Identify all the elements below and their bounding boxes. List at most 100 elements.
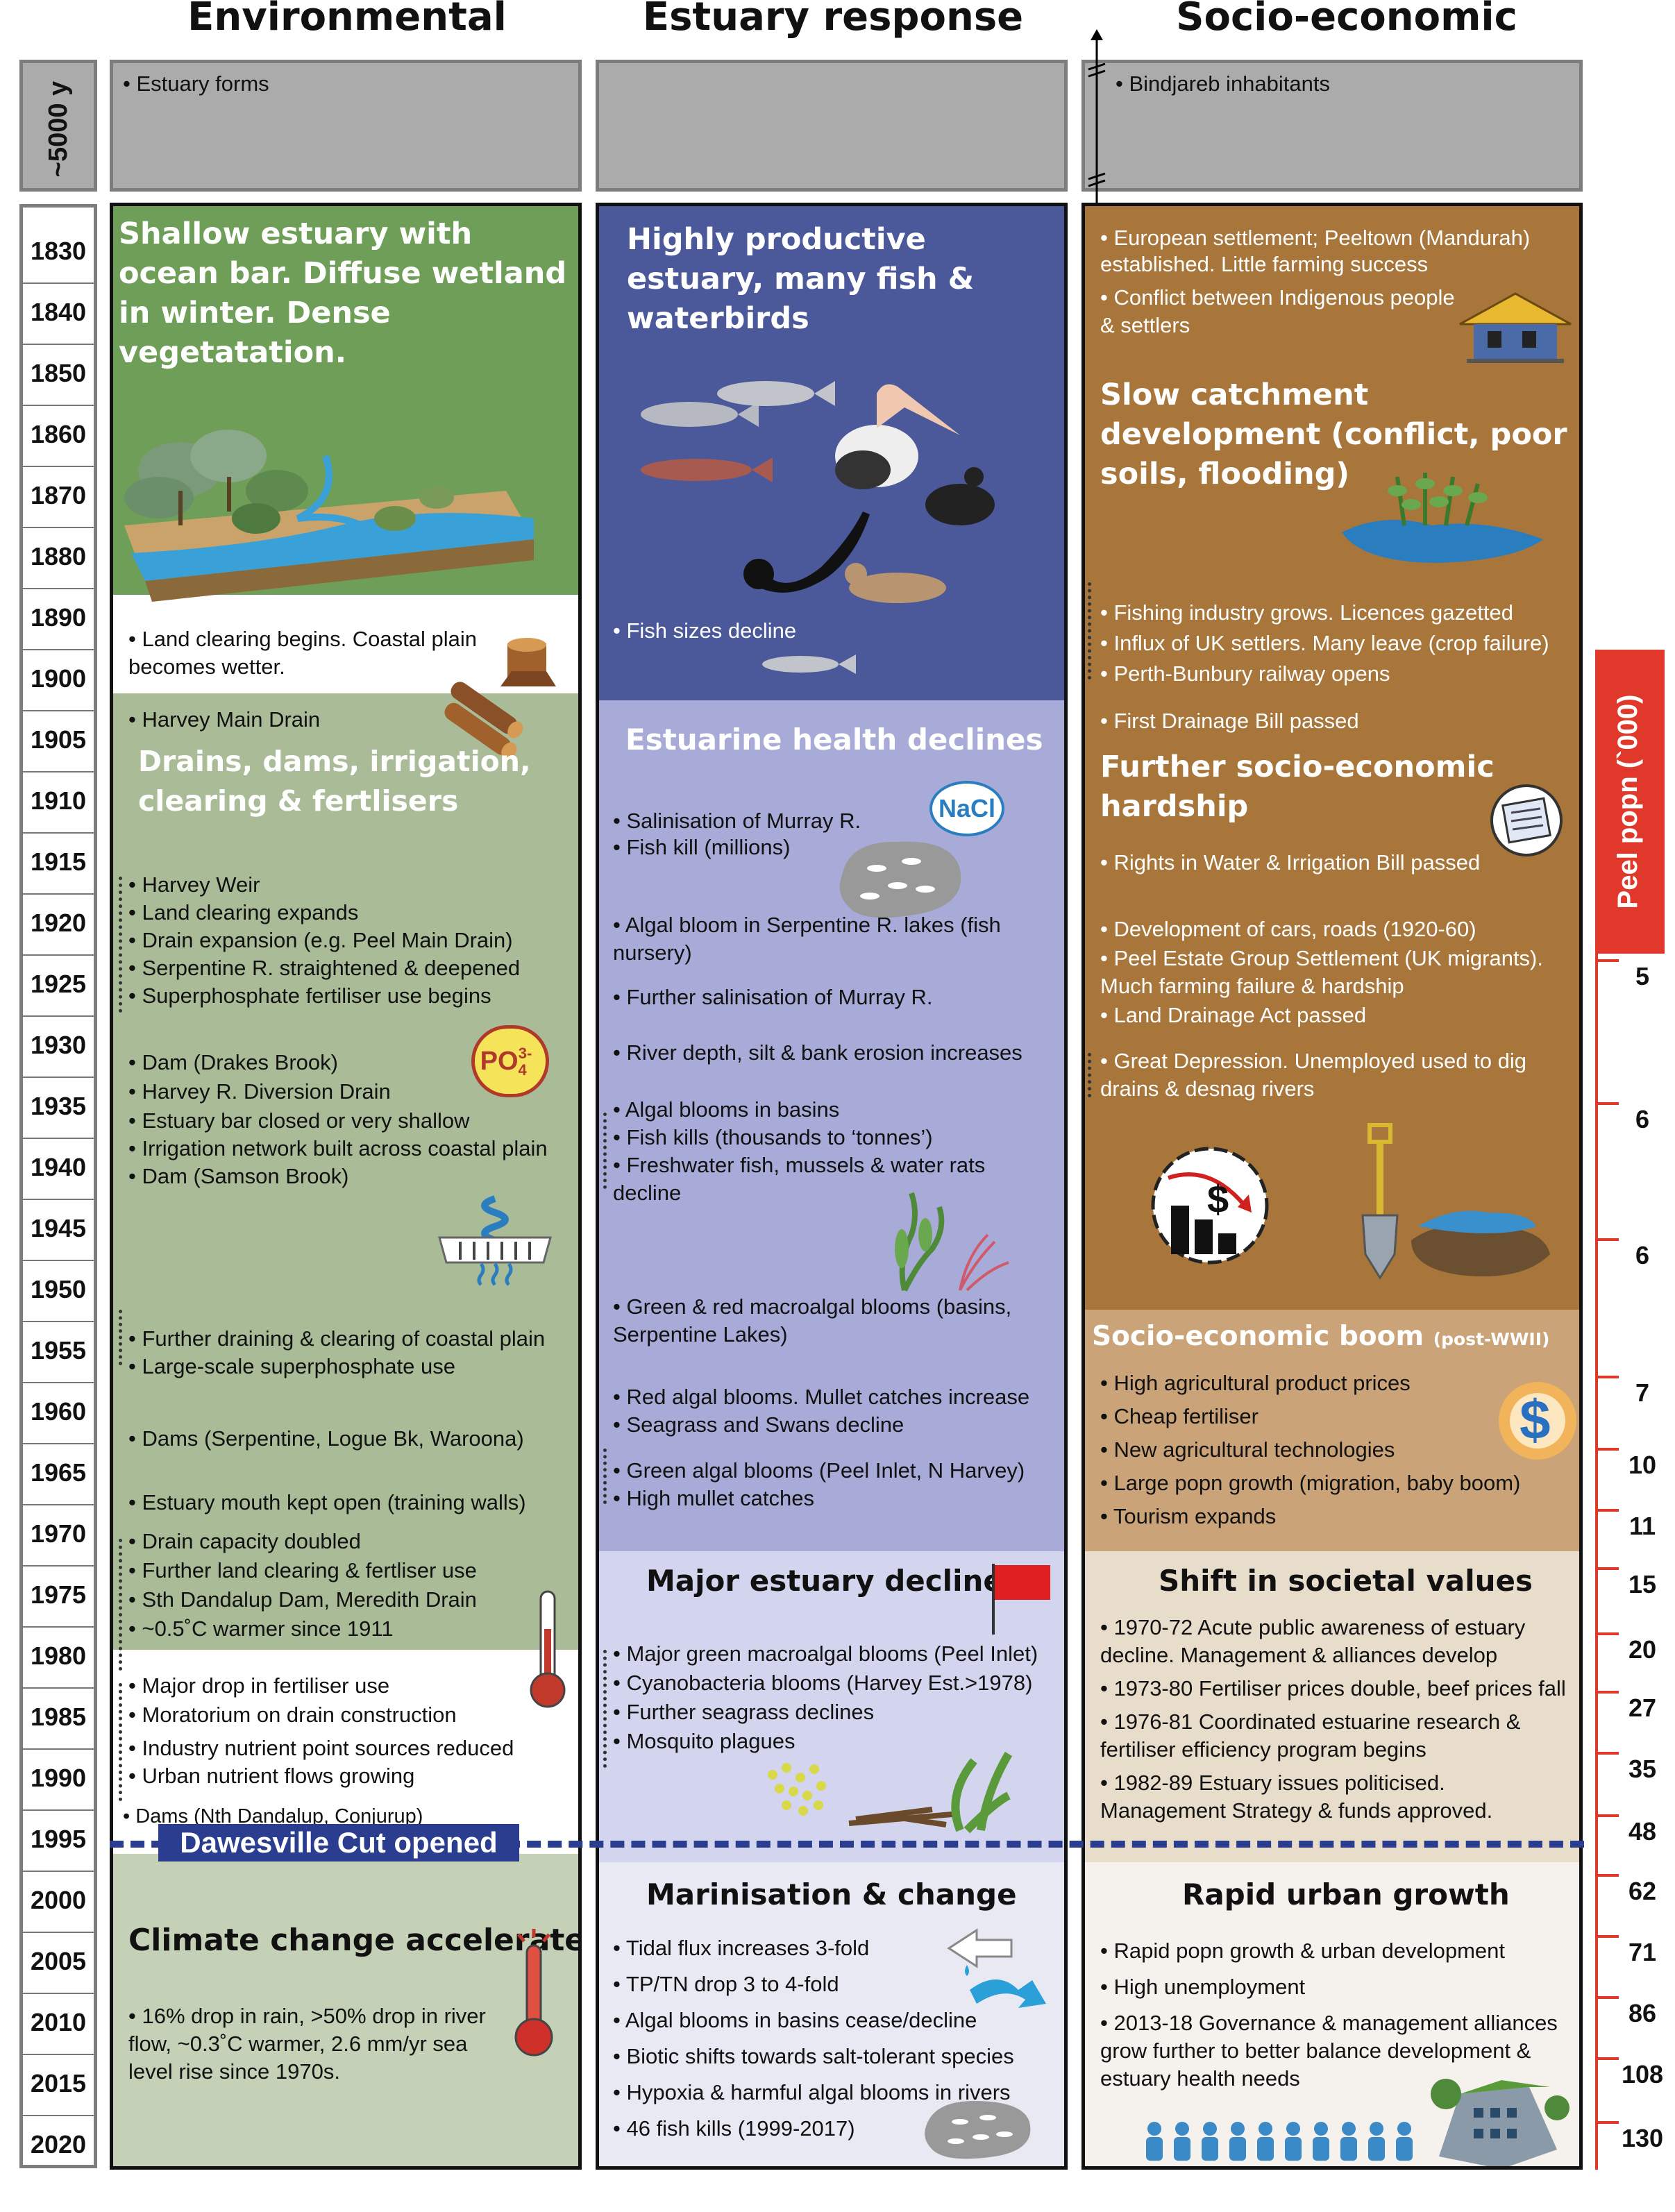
env-heading-climate: Climate change accelerates [128,1923,582,1958]
soc-t3-line3: • Perth-Bunbury railway opens [1100,661,1390,686]
peel-popn-value: 5 [1635,962,1650,990]
phosphate-superscript: 3- [518,1045,532,1062]
small-fish-icon [762,655,856,674]
peel-popn-value: 35 [1628,1755,1657,1783]
column-heading-socio-economic: Socio-economic [1176,0,1517,40]
est-panel-health-declines [599,700,1064,1551]
year-separator [23,1626,94,1628]
soc-t10-line1: • Rapid popn growth & urban development [1100,1939,1506,1963]
soc-t9-line7: Management Strategy & funds approved. [1100,1798,1493,1823]
year-label: 1905 [30,725,87,754]
est-heading-health: Estuarine health declines [625,723,1043,757]
peel-popn-label-box: Peel popn (`000) [1595,650,1665,954]
env-g6-line1: • Drain capacity doubled [128,1529,361,1553]
soc-heading-values: Shift in societal values [1159,1564,1533,1598]
env-g1-line2: • Land clearing expands [128,900,359,925]
landscape-illustration [124,430,534,602]
shovel-drain-icon [1361,1123,1550,1280]
env-w3: • Dams (Nth Dandalup, Conjurup) [123,1805,423,1827]
soc-t1-line1: • European settlement; Peeltown (Mandura… [1100,226,1531,250]
peel-popn-tick [1595,2057,1619,2060]
logs-stump-icon [444,638,556,759]
socio-economic-column: • European settlement; Peeltown (Mandura… [1081,203,1583,2170]
env-g5: • Estuary mouth kept open (training wall… [128,1490,526,1514]
dollar-coin-icon: $ [1499,1382,1576,1460]
est-l9-line4: • Mosquito plagues [613,1729,796,1753]
soc-prehistory-text: • Bindjareb inhabitants [1116,71,1331,96]
year-separator [23,1443,94,1444]
soc-t9-line2: decline. Management & alliances develop [1100,1643,1498,1667]
soc-t8-line2: • Cheap fertiliser [1100,1404,1259,1428]
peel-popn-value: 86 [1628,1999,1657,2027]
peel-popn-tick [1595,1102,1619,1105]
peel-popn-value: 10 [1628,1451,1657,1479]
soc-t8-line1: • High agricultural product prices [1100,1371,1411,1395]
soc-t9-line5: fertiliser efficiency program begins [1100,1737,1426,1762]
year-label: 2000 [30,1886,87,1914]
year-separator [23,1382,94,1383]
bill-document-icon [1490,784,1563,856]
year-separator [23,2115,94,2116]
est-l9-line2: • Cyanobacteria blooms (Harvey Est.>1978… [613,1671,1033,1695]
soc-t8-line5: • Tourism expands [1100,1504,1277,1528]
env-clearing-line1: • Land clearing begins. Coastal plain [128,627,478,651]
peel-popn-tick [1595,1509,1619,1512]
soc-prehistory-box: • Bindjareb inhabitants [1081,60,1583,192]
env-g3-line1: • Further draining & clearing of coastal… [128,1326,546,1351]
column-heading-estuary-response: Estuary response [642,0,1024,40]
env-g2-line3: • Estuary bar closed or very shallow [128,1108,470,1133]
soc-t7-line1: • Great Depression. Unemployed used to d… [1100,1049,1526,1073]
est-l4: • River depth, silt & bank erosion incre… [613,1040,1022,1065]
year-separator [23,588,94,589]
svg-text:$: $ [1520,1389,1551,1451]
soc-t3-line2: • Influx of UK settlers. Many leave (cro… [1100,631,1549,655]
env-g4: • Dams (Serpentine, Logue Bk, Waroona) [128,1426,524,1451]
phosphate-icon: PO43- [471,1025,549,1097]
peel-popn-tick [1595,1691,1619,1694]
peel-popn-value: 11 [1628,1512,1656,1540]
depression-chart-icon: $ [1151,1147,1269,1265]
est-l6-line1: • Green & red macroalgal blooms (basins, [613,1294,1012,1319]
peel-popn-tick [1595,1567,1619,1570]
peel-popn-tick [1595,1874,1619,1877]
est-panel-productive [599,206,1064,700]
year-separator [23,1748,94,1750]
env-g1-line5: • Superphosphate fertiliser use begins [128,983,491,1008]
peel-popn-tick [1595,1632,1619,1635]
year-separator [23,954,94,956]
env-harvey-main-drain: • Harvey Main Drain [128,707,321,732]
env-heading-development: Drains, dams, irrigation, clearing & fer… [138,745,531,818]
peel-popn-tick [1595,1996,1619,1999]
estuary-column: Highly productive estuary, many fish & w… [596,203,1068,2170]
year-separator [23,1077,94,1078]
soc-t6-line3: Much farming failure & hardship [1100,974,1404,998]
soc-t8-line4: • Large popn growth (migration, baby boo… [1100,1471,1521,1495]
peel-popn-value: 62 [1628,1877,1657,1905]
est-l10-line5: • Hypoxia & harmful algal blooms in rive… [613,2080,1011,2104]
env-panel-climate [113,1854,578,2166]
dawesville-cut-label: Dawesville Cut opened [158,1824,519,1861]
year-label: 1920 [30,909,87,937]
env-g6-line4: • ~0.5˚C warmer since 1911 [128,1616,394,1641]
est-l5-line1: • Algal blooms in basins [613,1097,840,1122]
peel-popn-axis-line [1595,954,1598,2170]
est-l1-line2: • Fish kill (millions) [613,835,791,859]
dotted-bracket [119,877,122,1013]
soc-t5: • Rights in Water & Irrigation Bill pass… [1100,850,1481,875]
env-w2-line2: • Moratorium on drain construction [128,1703,457,1727]
env-clearing-line2: becomes wetter. [128,655,285,679]
soc-t7-line2: drains & desnag rivers [1100,1077,1315,1101]
thermometer-warm-icon [530,1590,566,1708]
red-flag-icon [992,1564,1050,1635]
year-label: 2015 [30,2069,87,2097]
env-g1-line4: • Serpentine R. straightened & deepened [128,956,521,980]
soc-heading-slow-development: Slow catchment development (conflict, po… [1100,378,1567,491]
year-label: 1995 [30,1825,87,1853]
dotted-bracket [1088,1053,1091,1097]
est-l10-line1: • Tidal flux increases 3-fold [613,1936,870,1960]
peel-popn-value: 7 [1635,1378,1650,1407]
settler-house-icon [1459,292,1572,363]
soc-t9-line1: • 1970-72 Acute public awareness of estu… [1100,1615,1526,1639]
soc-t10-line2: • High unemployment [1100,1975,1306,1999]
